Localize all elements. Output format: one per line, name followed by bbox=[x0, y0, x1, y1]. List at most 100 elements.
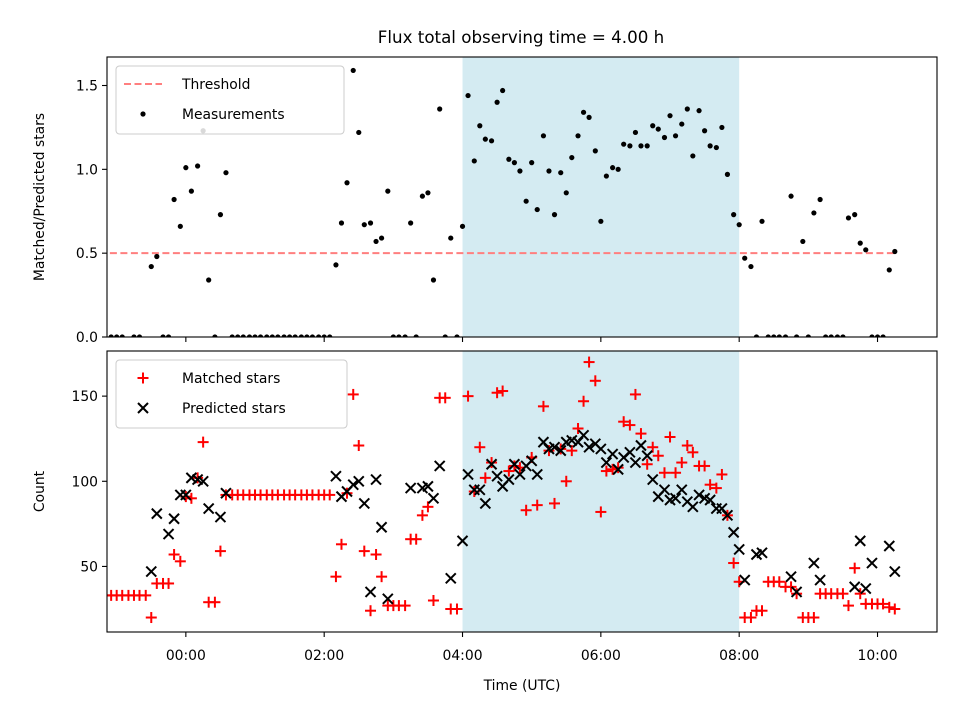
predicted-star-marker bbox=[353, 475, 365, 487]
measurement-point bbox=[632, 129, 639, 136]
matched-star-marker bbox=[508, 460, 520, 472]
predicted-star-marker bbox=[202, 502, 215, 515]
matched-star-marker bbox=[163, 577, 175, 589]
measurement-point bbox=[298, 334, 304, 337]
measurement-point bbox=[776, 334, 782, 337]
measurement-point bbox=[131, 334, 137, 337]
matched-star-marker bbox=[427, 594, 439, 606]
matched-star-marker bbox=[629, 388, 641, 400]
measurement-point bbox=[506, 156, 512, 162]
measurement-point bbox=[586, 114, 592, 120]
matched-star-marker bbox=[728, 557, 740, 569]
predicted-star-marker bbox=[883, 540, 895, 552]
measurement-point bbox=[413, 334, 419, 337]
measurement-point bbox=[569, 154, 575, 161]
measurement-point bbox=[235, 334, 241, 337]
matched-star-marker bbox=[214, 545, 226, 557]
matched-star-marker bbox=[791, 588, 803, 600]
predicted-star-marker bbox=[600, 456, 613, 469]
axes-frame bbox=[106, 350, 938, 633]
measurement-point bbox=[183, 165, 189, 171]
matched-star-marker bbox=[664, 431, 676, 443]
matched-star-marker bbox=[399, 600, 411, 612]
matched-star-marker bbox=[560, 475, 572, 487]
measurement-point bbox=[454, 334, 460, 337]
measurement-point bbox=[724, 171, 731, 177]
matched-star-marker bbox=[883, 601, 895, 613]
predicted-star-marker bbox=[583, 441, 595, 453]
predicted-star-marker bbox=[889, 565, 901, 578]
matched-star-marker bbox=[618, 416, 630, 428]
y-axis-label: Matched/Predicted stars bbox=[32, 113, 48, 281]
measurement-point bbox=[477, 123, 483, 129]
measurement-point bbox=[823, 334, 829, 337]
bottom-panel: 50 100 150 00:00 02:00 04:00 06:00 08:00 10:00 Co… bbox=[32, 350, 938, 694]
matched-star-marker bbox=[168, 549, 180, 561]
predicted-star-marker bbox=[687, 501, 699, 513]
measurement-point bbox=[338, 220, 345, 226]
matched-star-marker bbox=[842, 600, 854, 612]
y-tick-label: 50 bbox=[80, 559, 98, 575]
measurement-point bbox=[223, 170, 229, 176]
matched-star-marker bbox=[185, 492, 197, 504]
matched-star-marker bbox=[704, 479, 716, 491]
matched-star-marker bbox=[335, 538, 347, 550]
predicted-star-marker bbox=[629, 456, 642, 469]
predicted-star-marker bbox=[548, 441, 561, 453]
matched-star-marker bbox=[520, 504, 532, 516]
measurement-point bbox=[615, 166, 621, 172]
measurement-point bbox=[874, 334, 881, 337]
measurement-point bbox=[840, 334, 846, 337]
predicted-star-marker bbox=[624, 446, 636, 459]
measurement-point bbox=[800, 238, 806, 245]
measurement-point bbox=[459, 223, 466, 229]
predicted-star-marker bbox=[739, 574, 751, 586]
matched-star-marker bbox=[410, 533, 422, 545]
predicted-star-marker bbox=[382, 593, 394, 605]
predicted-star-marker bbox=[808, 557, 820, 569]
matched-star-marker bbox=[358, 545, 370, 557]
measurement-point bbox=[782, 334, 789, 337]
measurement-point bbox=[598, 218, 604, 224]
measurement-point bbox=[765, 334, 771, 337]
matched-star-marker bbox=[647, 441, 659, 453]
legend-box bbox=[115, 65, 345, 135]
measurement-point bbox=[627, 143, 633, 149]
measurement-point bbox=[529, 160, 535, 166]
x-tick-label: 02:00 bbox=[304, 648, 344, 664]
predicted-star-marker bbox=[427, 492, 440, 505]
measurement-point bbox=[304, 334, 310, 337]
measurement-point bbox=[419, 193, 425, 199]
predicted-star-marker bbox=[214, 511, 227, 523]
legend-label: Measurements bbox=[182, 107, 285, 123]
legend-label: Predicted stars bbox=[182, 401, 286, 417]
measurement-point bbox=[367, 220, 374, 226]
measurement-point bbox=[655, 126, 661, 132]
top-panel: 0.0 0.5 1.0 1.5 Matched/Predicted stars Thres… bbox=[32, 56, 938, 346]
measurement-point bbox=[350, 67, 356, 74]
matched-star-marker bbox=[889, 603, 901, 615]
measurement-point bbox=[719, 124, 725, 131]
measurement-point bbox=[707, 143, 713, 149]
measurement-point bbox=[188, 188, 194, 194]
matched-star-marker bbox=[681, 440, 693, 452]
legend-measurement-swatch bbox=[140, 111, 146, 117]
measurement-point bbox=[321, 334, 327, 337]
measurement-point bbox=[246, 334, 253, 337]
measurement-point bbox=[108, 334, 114, 337]
x-tick-label: 04:00 bbox=[443, 648, 483, 664]
predicted-star-marker bbox=[555, 444, 567, 457]
matched-star-marker bbox=[365, 605, 377, 617]
measurement-point bbox=[748, 263, 754, 270]
measurement-point bbox=[264, 334, 270, 337]
predicted-star-marker bbox=[577, 429, 590, 442]
axes-frame bbox=[106, 56, 938, 338]
matched-star-marker bbox=[479, 472, 491, 484]
measurement-point bbox=[511, 160, 517, 166]
measurement-point bbox=[361, 222, 367, 228]
measurement-point bbox=[177, 223, 183, 229]
matched-star-marker bbox=[376, 571, 388, 583]
measurement-point bbox=[690, 153, 696, 159]
measurement-point bbox=[869, 334, 875, 337]
